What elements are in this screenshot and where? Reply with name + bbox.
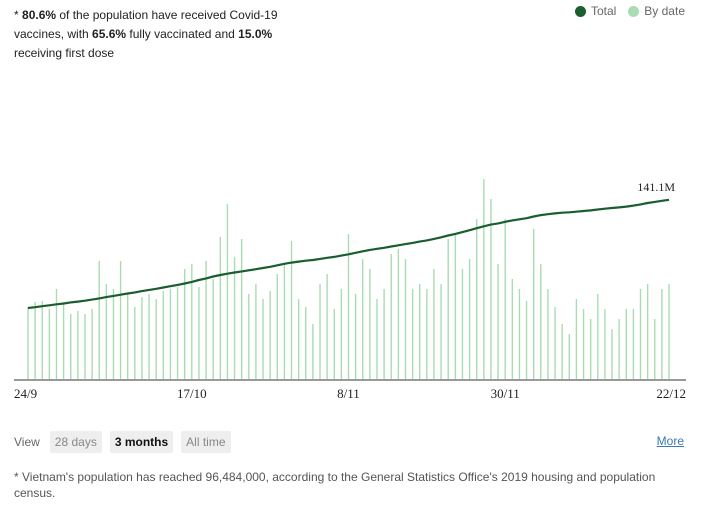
x-tick-label: 22/12 <box>656 386 686 401</box>
population-footnote: * Vietnam's population has reached 96,48… <box>14 470 656 500</box>
legend-total-label: Total <box>590 4 617 18</box>
view-label: View <box>14 435 40 449</box>
summary-text: receiving first dose <box>14 46 115 60</box>
total-end-label: 141.1M <box>637 180 675 194</box>
summary-text: fully vaccinated and <box>126 27 239 41</box>
legend-by-date-label: By date <box>644 4 685 18</box>
vaccination-chart: 141.1M 24/9 17/10 8/11 30/11 22/12 <box>14 179 686 401</box>
range-all-time-button[interactable]: All time <box>181 431 231 453</box>
range-3-months-button[interactable]: 3 months <box>109 431 174 453</box>
legend-total[interactable]: Total <box>574 4 617 18</box>
total-line <box>27 198 670 310</box>
more-link[interactable]: More <box>656 434 684 448</box>
vaccination-summary: * 80.6% of the population have received … <box>14 6 304 63</box>
summary-percent-fully: 65.6% <box>92 27 127 41</box>
legend-total-dot-icon <box>574 5 586 17</box>
summary-text: of the population have received Covid-19… <box>14 8 278 41</box>
x-tick-label: 30/11 <box>491 386 520 401</box>
x-tick-label: 17/10 <box>177 386 207 401</box>
legend-by-date[interactable]: By date <box>628 4 685 18</box>
summary-percent-total: 80.6% <box>22 8 57 22</box>
chart-legend: Total By date <box>574 4 685 18</box>
summary-percent-first-dose: 15.0% <box>238 27 273 41</box>
summary-text: * <box>14 8 23 22</box>
view-controls: View 28 days 3 months All time <box>14 431 231 453</box>
legend-by-date-dot-icon <box>628 5 640 17</box>
x-tick-label: 8/11 <box>337 386 360 401</box>
x-tick-label: 24/9 <box>14 386 37 401</box>
range-28-days-button[interactable]: 28 days <box>49 431 102 453</box>
